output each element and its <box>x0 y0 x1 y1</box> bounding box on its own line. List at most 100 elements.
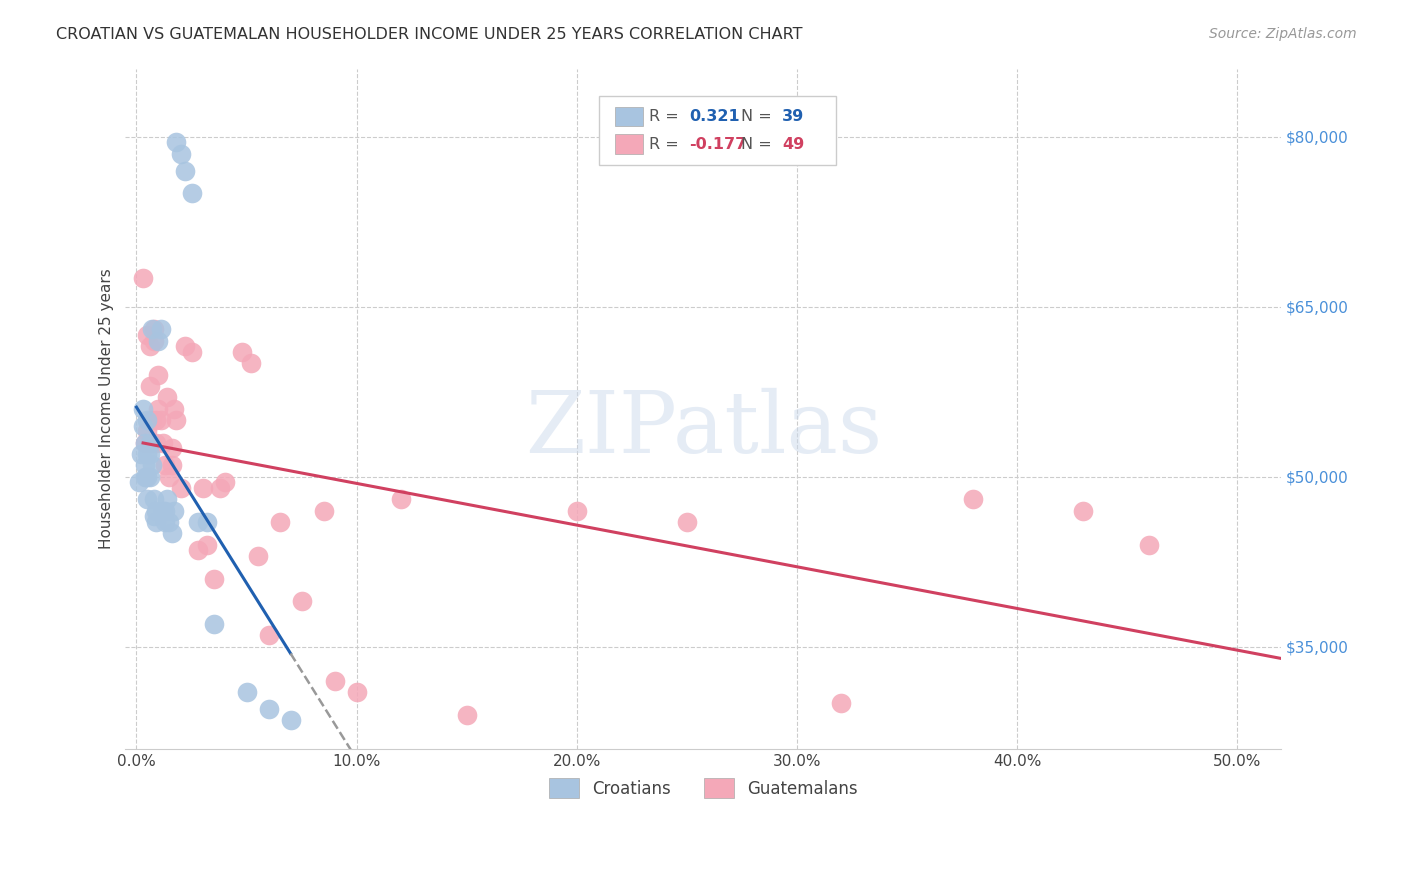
Point <box>132 418 155 433</box>
Point <box>129 447 152 461</box>
Point <box>323 673 346 688</box>
Point <box>141 435 163 450</box>
Text: N =: N = <box>741 109 772 124</box>
Point <box>159 515 181 529</box>
Point <box>143 509 166 524</box>
Point <box>145 435 167 450</box>
FancyBboxPatch shape <box>616 135 643 153</box>
Point <box>160 458 183 473</box>
Point <box>165 413 187 427</box>
Point <box>214 475 236 490</box>
Point <box>134 458 156 473</box>
Point <box>187 515 209 529</box>
Point <box>962 492 984 507</box>
Point <box>209 481 232 495</box>
Legend: Croatians, Guatemalans: Croatians, Guatemalans <box>541 772 865 805</box>
Point <box>143 322 166 336</box>
Point <box>1071 503 1094 517</box>
Point <box>290 594 312 608</box>
Point <box>152 435 174 450</box>
Point <box>138 339 160 353</box>
Text: 39: 39 <box>782 109 804 124</box>
Point <box>169 146 191 161</box>
Point <box>141 413 163 427</box>
Point <box>153 503 176 517</box>
Point <box>235 685 257 699</box>
Point <box>141 322 163 336</box>
Point <box>152 503 174 517</box>
Text: R =: R = <box>650 136 679 152</box>
Point <box>136 425 159 439</box>
Point <box>134 469 156 483</box>
Point <box>565 503 588 517</box>
Point <box>280 714 302 728</box>
Point <box>257 702 280 716</box>
Point <box>346 685 368 699</box>
Point <box>830 697 852 711</box>
Point <box>312 503 335 517</box>
Text: CROATIAN VS GUATEMALAN HOUSEHOLDER INCOME UNDER 25 YEARS CORRELATION CHART: CROATIAN VS GUATEMALAN HOUSEHOLDER INCOM… <box>56 27 803 42</box>
Point <box>163 503 186 517</box>
Point <box>239 356 262 370</box>
Point <box>148 368 170 382</box>
Text: N =: N = <box>741 136 772 152</box>
Point <box>195 538 218 552</box>
Point <box>149 322 172 336</box>
Point <box>231 345 253 359</box>
Point <box>180 186 202 201</box>
Point <box>153 515 176 529</box>
Point <box>141 458 163 473</box>
Point <box>134 435 156 450</box>
Point <box>165 135 187 149</box>
Point <box>180 345 202 359</box>
Point <box>246 549 269 563</box>
Point <box>138 447 160 461</box>
Point <box>145 503 167 517</box>
Point <box>269 515 291 529</box>
Point <box>138 379 160 393</box>
Point <box>153 458 176 473</box>
Point <box>132 271 155 285</box>
Point <box>191 481 214 495</box>
Point <box>169 481 191 495</box>
Text: Source: ZipAtlas.com: Source: ZipAtlas.com <box>1209 27 1357 41</box>
Point <box>136 447 159 461</box>
FancyBboxPatch shape <box>599 95 837 165</box>
Point <box>136 492 159 507</box>
Point <box>202 572 225 586</box>
Point <box>1137 538 1160 552</box>
Point <box>134 435 156 450</box>
Point <box>138 435 160 450</box>
Text: -0.177: -0.177 <box>689 136 747 152</box>
Point <box>149 413 172 427</box>
Point <box>160 442 183 456</box>
Point <box>195 515 218 529</box>
Text: ZIPatlas: ZIPatlas <box>524 387 882 471</box>
Point <box>156 492 179 507</box>
Y-axis label: Householder Income Under 25 years: Householder Income Under 25 years <box>100 268 114 549</box>
Point <box>136 469 159 483</box>
Point <box>257 628 280 642</box>
Point <box>145 413 167 427</box>
Point <box>160 526 183 541</box>
Point <box>143 334 166 348</box>
Point <box>132 401 155 416</box>
Point <box>136 413 159 427</box>
Point <box>138 469 160 483</box>
Point <box>675 515 697 529</box>
Point <box>163 401 186 416</box>
Point <box>389 492 412 507</box>
FancyBboxPatch shape <box>616 107 643 126</box>
Point <box>456 707 478 722</box>
Point <box>159 469 181 483</box>
Text: 0.321: 0.321 <box>689 109 740 124</box>
Point <box>156 390 179 404</box>
Point <box>202 617 225 632</box>
Point <box>136 327 159 342</box>
Point <box>174 339 197 353</box>
Text: R =: R = <box>650 109 679 124</box>
Text: 49: 49 <box>782 136 804 152</box>
Point <box>145 515 167 529</box>
Point <box>174 163 197 178</box>
Point <box>148 334 170 348</box>
